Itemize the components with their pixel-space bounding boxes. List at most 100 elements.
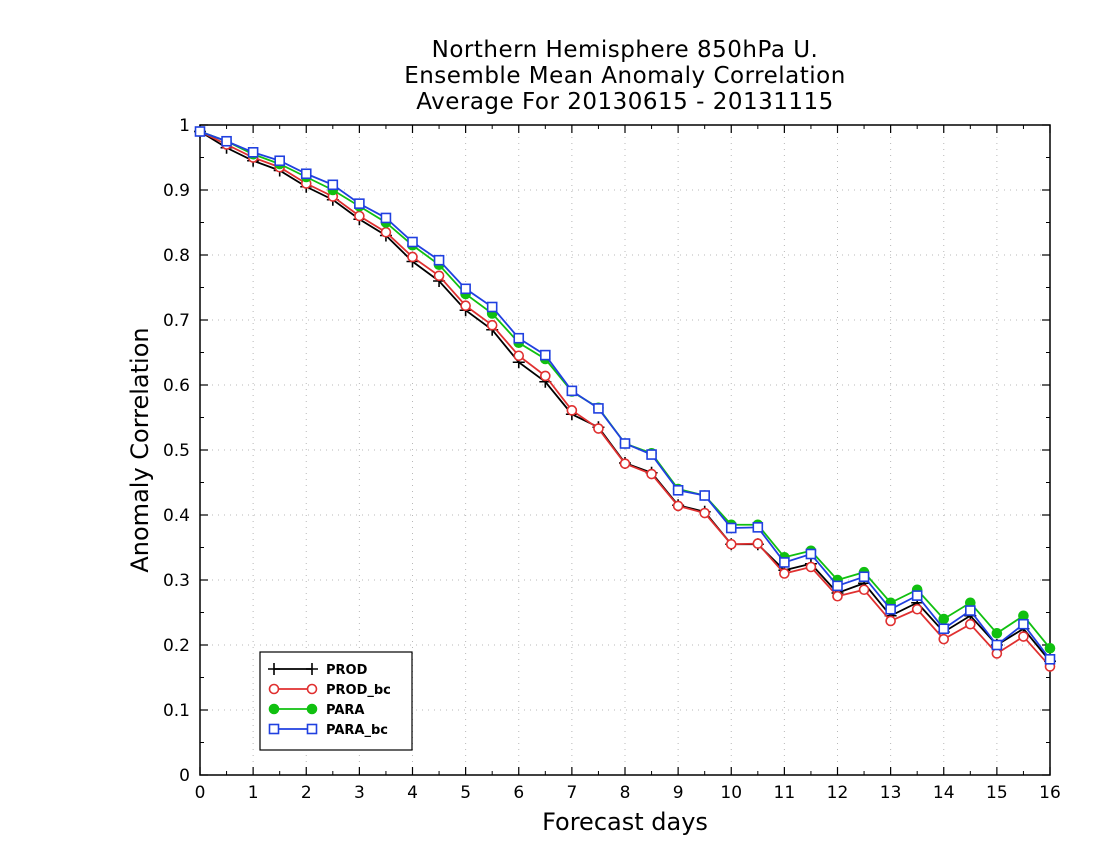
data-point-para-bc bbox=[460, 283, 471, 295]
data-point-prod-bc bbox=[593, 423, 604, 434]
data-point-prod-bc bbox=[938, 633, 950, 645]
y-tick-label: 0.9 bbox=[163, 181, 190, 201]
y-tick-label: 0.5 bbox=[163, 441, 190, 461]
y-tick-label: 0 bbox=[179, 766, 190, 786]
y-tick-label: 0.2 bbox=[163, 636, 190, 656]
y-tick-label: 0.6 bbox=[163, 376, 190, 396]
data-point-para-bc bbox=[752, 522, 764, 533]
data-point-para-bc bbox=[540, 349, 551, 361]
chart-period: Average For 20130615 - 20131115 bbox=[416, 89, 834, 115]
x-axis-label: Forecast days bbox=[542, 808, 708, 836]
legend-marker-prod bbox=[268, 663, 280, 675]
y-tick-label: 0.7 bbox=[163, 311, 190, 331]
data-point-para-bc bbox=[805, 548, 817, 560]
data-point-prod-bc bbox=[672, 500, 684, 512]
data-point-para-bc bbox=[354, 198, 365, 209]
data-point-para-bc bbox=[672, 484, 684, 496]
data-point-prod-bc bbox=[779, 568, 790, 579]
data-point-para-bc bbox=[911, 590, 923, 601]
data-point-prod-bc bbox=[354, 210, 365, 222]
data-point-para-bc bbox=[938, 623, 950, 635]
data-point-prod-bc bbox=[619, 458, 631, 469]
data-point-prod-bc bbox=[911, 603, 923, 615]
x-tick-label: 7 bbox=[566, 783, 577, 803]
data-point-prod-bc bbox=[965, 618, 976, 630]
data-point-prod-bc bbox=[725, 538, 737, 550]
data-point-para-bc bbox=[566, 385, 578, 397]
legend-marker-prod-bc bbox=[268, 683, 280, 695]
data-point-prod-bc bbox=[699, 507, 710, 519]
legend-marker-prod bbox=[306, 663, 318, 675]
chart-subtitle: Ensemble Mean Anomaly Correlation bbox=[404, 63, 846, 89]
data-point-para-bc bbox=[1018, 618, 1029, 630]
data-point-para-bc bbox=[991, 639, 1003, 651]
data-point-para bbox=[991, 628, 1003, 639]
data-point-para-bc bbox=[885, 603, 896, 615]
data-point-prod-bc bbox=[513, 350, 525, 362]
x-tick-label: 11 bbox=[774, 783, 796, 803]
data-point-prod-bc bbox=[752, 538, 764, 549]
data-point-prod-bc bbox=[407, 251, 418, 263]
series-line-prod-bc bbox=[199, 130, 1051, 668]
data-point-prod-bc bbox=[1018, 631, 1029, 642]
x-tick-label: 0 bbox=[195, 783, 206, 803]
data-point-para-bc bbox=[832, 580, 843, 592]
data-point-prod-bc bbox=[858, 584, 870, 596]
legend-marker-prod-bc bbox=[306, 683, 318, 695]
data-point-prod-bc bbox=[486, 319, 498, 331]
data-point-para-bc bbox=[858, 571, 870, 583]
data-point-para-bc bbox=[593, 403, 604, 414]
data-point-para-bc bbox=[433, 254, 445, 266]
data-point-para-bc bbox=[486, 301, 498, 313]
data-point-para-bc bbox=[699, 490, 710, 501]
data-point-prod-bc bbox=[433, 270, 445, 282]
data-point-para-bc bbox=[327, 179, 339, 191]
data-point-prod-bc bbox=[540, 370, 551, 382]
data-point-para bbox=[938, 613, 950, 625]
data-point-prod-bc bbox=[885, 615, 896, 627]
data-point-para-bc bbox=[646, 449, 657, 460]
x-tick-label: 13 bbox=[880, 783, 902, 803]
x-tick-label: 2 bbox=[301, 783, 312, 803]
data-point-para-bc bbox=[407, 236, 418, 248]
x-tick-label: 1 bbox=[248, 783, 259, 803]
legend-label-prod: PROD bbox=[326, 663, 368, 678]
x-tick-label: 3 bbox=[354, 783, 365, 803]
chart-title: Northern Hemisphere 850hPa U. bbox=[431, 37, 819, 63]
data-point-prod-bc bbox=[832, 590, 843, 602]
x-tick-label: 12 bbox=[827, 783, 849, 803]
x-tick-label: 15 bbox=[986, 783, 1008, 803]
x-tick-label: 14 bbox=[933, 783, 955, 803]
data-point-prod-bc bbox=[646, 468, 657, 480]
data-point-para-bc bbox=[725, 522, 737, 534]
legend-marker-para-bc bbox=[306, 723, 318, 735]
data-point-para-bc bbox=[965, 605, 976, 616]
x-tick-label: 6 bbox=[513, 783, 524, 803]
data-point-para-bc bbox=[221, 135, 232, 147]
legend-label-para-bc: PARA_bc bbox=[326, 723, 388, 738]
legend-marker-para-bc bbox=[268, 723, 280, 735]
data-point-para-bc bbox=[380, 212, 392, 224]
x-tick-label: 16 bbox=[1039, 783, 1061, 803]
x-tick-label: 8 bbox=[620, 783, 631, 803]
data-point-para-bc bbox=[1044, 653, 1056, 665]
data-point-para-bc bbox=[619, 438, 631, 449]
legend-marker-para bbox=[306, 703, 318, 715]
x-tick-label: 4 bbox=[407, 783, 418, 803]
data-point-prod-bc bbox=[805, 561, 817, 573]
data-point-prod-bc bbox=[460, 300, 471, 312]
data-point-para-bc bbox=[194, 126, 206, 137]
x-tick-label: 10 bbox=[720, 783, 742, 803]
y-tick-label: 0.4 bbox=[163, 506, 190, 526]
data-point-para-bc bbox=[247, 147, 259, 158]
legend-label-prod-bc: PROD_bc bbox=[326, 683, 391, 698]
y-tick-label: 0.3 bbox=[163, 571, 190, 591]
data-point-prod-bc bbox=[380, 226, 392, 238]
x-tick-label: 9 bbox=[673, 783, 684, 803]
y-axis-label: Anomaly Correlation bbox=[126, 327, 154, 573]
legend-label-para: PARA bbox=[326, 703, 364, 718]
y-tick-label: 0.8 bbox=[163, 246, 190, 266]
legend-marker-para bbox=[268, 703, 280, 715]
y-tick-label: 1 bbox=[179, 116, 190, 136]
